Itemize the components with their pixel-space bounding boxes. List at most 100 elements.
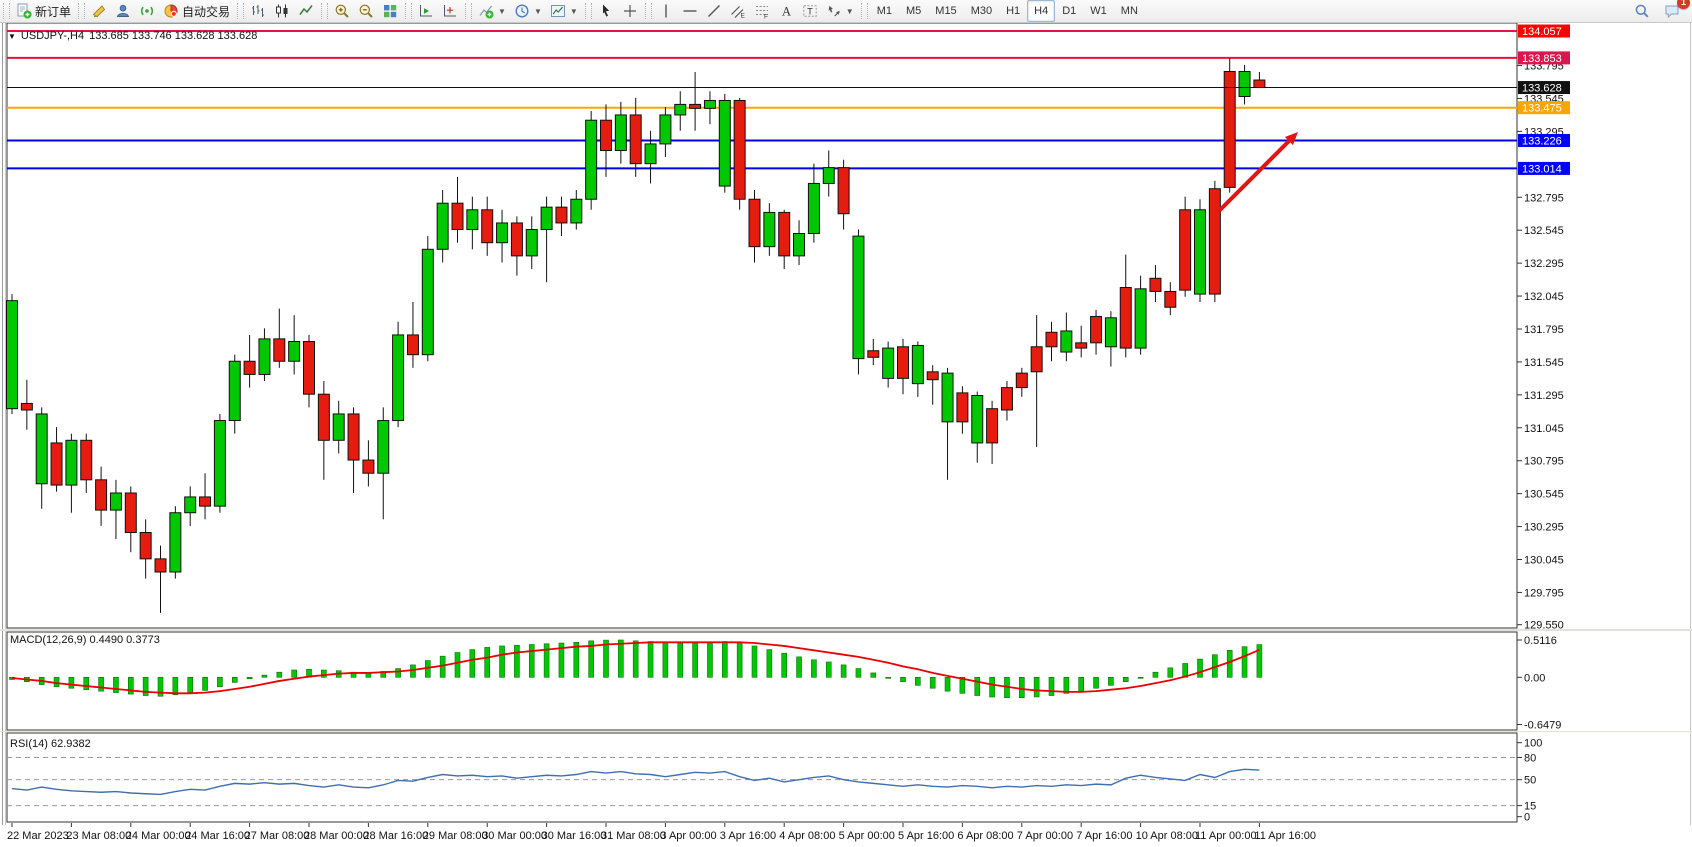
svg-text:133.475: 133.475	[1522, 103, 1562, 115]
chart-canvas[interactable]: 133.795133.545133.295132.795132.545132.2…	[0, 22, 1692, 847]
timeframe-group: M1 M5 M15 M30 H1 H4 D1 W1 MN	[858, 0, 1145, 22]
new-order-button[interactable]: 新订单	[12, 0, 75, 22]
svg-text:A: A	[782, 5, 791, 19]
svg-text:134.057: 134.057	[1522, 26, 1562, 38]
toolbar-grip	[237, 3, 245, 19]
svg-text:7 Apr 00:00: 7 Apr 00:00	[1017, 830, 1073, 842]
svg-text:130.295: 130.295	[1524, 522, 1564, 534]
svg-text:131.795: 131.795	[1524, 324, 1564, 336]
timeframe-m30[interactable]: M30	[970, 5, 993, 17]
svg-text:0.00: 0.00	[1524, 672, 1545, 684]
svg-text:133.853: 133.853	[1522, 53, 1562, 65]
svg-text:-0.6479: -0.6479	[1524, 720, 1561, 732]
timeframe-m15[interactable]: M15	[935, 5, 957, 17]
chartshift-icon	[420, 5, 433, 17]
svg-text:129.550: 129.550	[1524, 620, 1564, 632]
toolbar-grip	[860, 3, 868, 19]
profile-icon	[116, 4, 130, 17]
candle-chart-button[interactable]	[270, 0, 294, 22]
autotrade-button[interactable]: 自动交易	[159, 0, 234, 22]
svg-text:5 Apr 00:00: 5 Apr 00:00	[839, 830, 895, 842]
toolbar-grip	[3, 3, 10, 19]
text-label-button[interactable]: T	[798, 0, 822, 22]
toolbar-grip	[584, 3, 592, 19]
zoomout-icon	[359, 4, 373, 18]
svg-text:F: F	[764, 14, 768, 20]
template-icon	[550, 5, 565, 17]
toolbar-group-4	[402, 0, 462, 22]
dropdown-caret-icon: ▼	[569, 6, 578, 16]
toolbar-grip	[465, 3, 473, 19]
svg-text:3 Apr 16:00: 3 Apr 16:00	[720, 830, 776, 842]
chart-symbol: USDJPY-,H4	[20, 30, 85, 42]
fibonacci-button[interactable]: F	[750, 0, 774, 22]
chat-icon	[1665, 5, 1679, 19]
svg-text:23 Mar 08:00: 23 Mar 08:00	[66, 830, 131, 842]
timeframe-h1[interactable]: H1	[1006, 5, 1021, 17]
accounts-button[interactable]	[111, 0, 135, 22]
timeframe-w1[interactable]: W1	[1090, 5, 1107, 17]
svg-text:15: 15	[1524, 801, 1536, 813]
svg-text:6 Apr 08:00: 6 Apr 08:00	[957, 830, 1013, 842]
arrows-button[interactable]: ▼	[822, 0, 858, 22]
history-button[interactable]	[87, 0, 111, 22]
svg-text:24 Mar 16:00: 24 Mar 16:00	[185, 830, 250, 842]
svg-text:24 Mar 00:00: 24 Mar 00:00	[126, 830, 191, 842]
svg-text:T: T	[807, 7, 813, 17]
crosshair-icon	[623, 5, 636, 17]
periods-button[interactable]: ▼	[510, 0, 546, 22]
svg-text:130.545: 130.545	[1524, 489, 1564, 501]
toolbar-group-2	[234, 0, 318, 22]
signals-button[interactable]	[135, 0, 159, 22]
svg-text:133.226: 133.226	[1522, 135, 1562, 147]
auto-scroll-button[interactable]	[414, 0, 438, 22]
templates-button[interactable]: ▼	[546, 0, 582, 22]
svg-text:27 Mar 08:00: 27 Mar 08:00	[245, 830, 310, 842]
svg-text:0: 0	[1524, 812, 1530, 824]
toolbar-group-6	[582, 0, 642, 22]
search-button[interactable]	[1630, 0, 1654, 22]
barchart-icon	[252, 5, 265, 17]
tile-icon	[384, 5, 397, 18]
zoom-out-button[interactable]	[354, 0, 378, 22]
crosshair-button[interactable]	[618, 0, 642, 22]
line-chart-button[interactable]	[294, 0, 318, 22]
chart-title: ▼ USDJPY-,H4 133.685 133.746 133.628 133…	[8, 30, 257, 42]
svg-text:131.045: 131.045	[1524, 423, 1564, 435]
timeframe-h4[interactable]: H4	[1027, 0, 1056, 22]
svg-text:129.795: 129.795	[1524, 587, 1564, 599]
rsi-indicator-label: RSI(14) 62.9382	[10, 738, 91, 750]
svg-text:132.545: 132.545	[1524, 225, 1564, 237]
svg-text:80: 80	[1524, 752, 1536, 764]
timeframe-mn[interactable]: MN	[1120, 5, 1138, 17]
text-button[interactable]: A	[774, 0, 798, 22]
trend-icon	[707, 5, 720, 17]
trendline-button[interactable]	[702, 0, 726, 22]
bar-chart-button[interactable]	[246, 0, 270, 22]
dropdown-caret-icon: ▼	[845, 6, 854, 16]
autotrade-icon	[164, 4, 178, 18]
toolbar-grip	[78, 3, 86, 19]
chart-window: 133.795 133.545 133.295 132.795 132.545 132.2…	[0, 22, 1692, 847]
notifications-button[interactable]: 1	[1660, 0, 1690, 22]
channel-button[interactable]: E	[726, 0, 750, 22]
chevron-down-icon[interactable]: ▼	[8, 31, 16, 41]
chart-shift-button[interactable]	[438, 0, 462, 22]
indicators-button[interactable]: ▼	[474, 0, 510, 22]
text-icon: A	[782, 5, 791, 19]
svg-text:132.795: 132.795	[1524, 192, 1564, 204]
candles-icon	[276, 4, 288, 18]
timeframe-d1[interactable]: D1	[1062, 5, 1077, 17]
timeframe-m1[interactable]: M1	[876, 5, 892, 17]
svg-text:E: E	[740, 13, 745, 20]
hline-button[interactable]	[678, 0, 702, 22]
vline-button[interactable]	[654, 0, 678, 22]
timeframe-m5[interactable]: M5	[906, 5, 922, 17]
cursor-button[interactable]	[594, 0, 618, 22]
addindicator-icon	[479, 5, 494, 19]
toolbar-group-7: E F A T ▼	[642, 0, 858, 22]
svg-text:132.045: 132.045	[1524, 291, 1564, 303]
zoom-in-button[interactable]	[330, 0, 354, 22]
tile-windows-button[interactable]	[378, 0, 402, 22]
toolbar-grip	[321, 3, 329, 19]
